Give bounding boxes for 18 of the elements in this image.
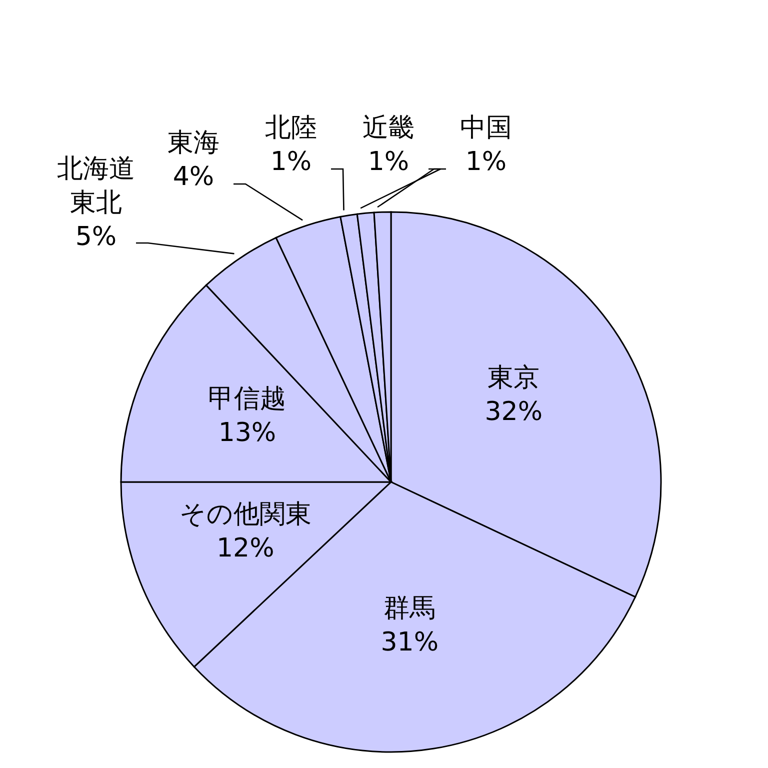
data-label: 13% — [218, 418, 276, 448]
slice-label: 群馬 — [384, 593, 436, 624]
slice-label: 北海道東北 — [57, 154, 135, 218]
slice-label: 近畿 — [362, 113, 414, 144]
data-label: 4% — [172, 162, 214, 192]
data-label: 12% — [216, 534, 274, 564]
slice-label: 中国 — [460, 113, 512, 144]
data-label: 5% — [75, 222, 117, 252]
slice-label: 東京 — [488, 363, 540, 394]
data-label: 1% — [270, 147, 312, 178]
data-label: 31% — [380, 627, 439, 658]
slice-label: その他関東 — [179, 500, 312, 530]
slice-label: 東海 — [168, 128, 220, 158]
slice-label: 北陸 — [265, 113, 317, 144]
slice-label: 甲信越 — [208, 384, 286, 414]
data-label: 32% — [484, 397, 543, 428]
data-label: 1% — [465, 147, 507, 178]
data-label: 1% — [368, 147, 410, 178]
